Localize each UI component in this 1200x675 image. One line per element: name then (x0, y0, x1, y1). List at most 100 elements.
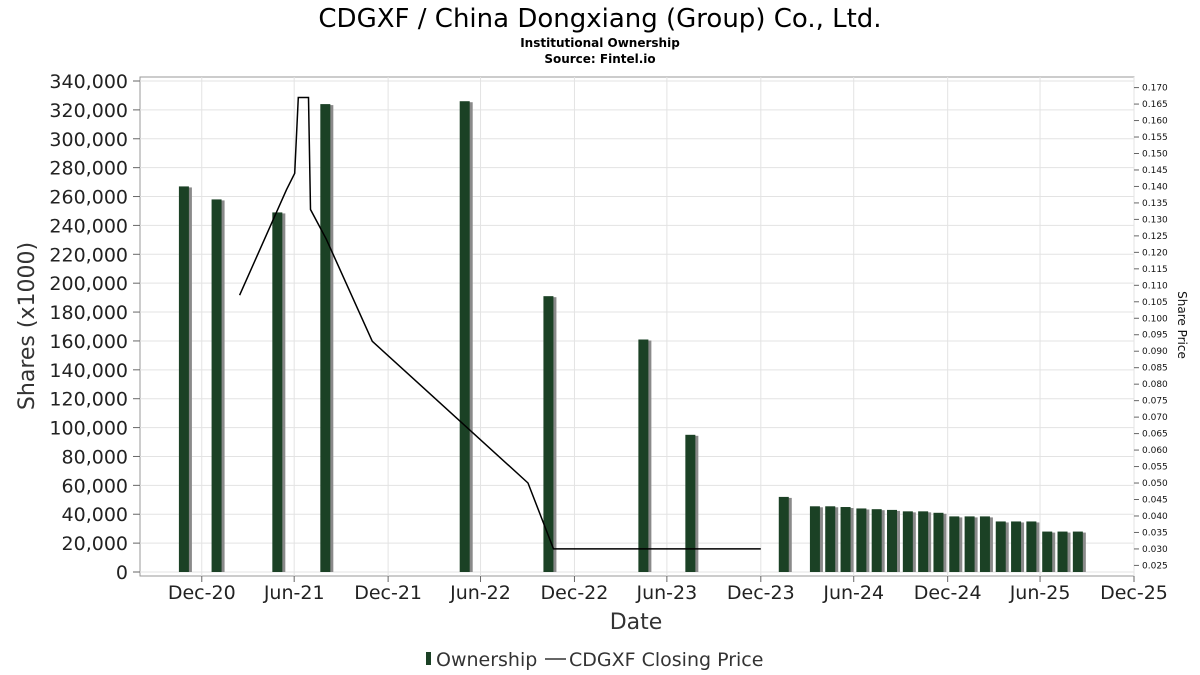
legend-ownership-label: Ownership (436, 649, 537, 671)
y2-tick-label: 0.070 (1142, 413, 1168, 423)
y2-tick-label: 0.030 (1142, 545, 1168, 555)
y-tick-label: 0 (116, 562, 128, 584)
ownership-bar (178, 186, 189, 572)
ownership-bar (1011, 521, 1022, 572)
y2-tick-label: 0.065 (1142, 430, 1168, 440)
ownership-bar (543, 296, 554, 572)
y-tick-label: 80,000 (62, 446, 128, 468)
ownership-bar (840, 507, 851, 572)
x-tick-label: Dec-20 (168, 582, 236, 604)
y2-tick-label: 0.045 (1142, 496, 1168, 506)
chart-subtitle: Institutional Ownership (520, 36, 680, 50)
y2-tick-label: 0.085 (1142, 364, 1168, 374)
ownership-bar (979, 516, 990, 572)
ownership-bar (995, 521, 1006, 572)
x-tick-label: Dec-21 (354, 582, 422, 604)
y-tick-label: 280,000 (49, 158, 128, 180)
y-tick-label: 100,000 (49, 418, 128, 440)
ownership-bar (459, 101, 470, 572)
ownership-bar (918, 511, 929, 572)
x-tick-label: Jun-22 (449, 582, 511, 604)
ownership-bar (964, 516, 975, 572)
y2-tick-label: 0.060 (1142, 446, 1168, 456)
y2-tick-label: 0.050 (1142, 479, 1168, 489)
y-tick-label: 140,000 (49, 360, 128, 382)
x-tick-label: Jun-21 (263, 582, 325, 604)
ownership-bar (320, 104, 331, 572)
ownership-bar (778, 496, 789, 572)
y2-tick-label: 0.040 (1142, 512, 1168, 522)
y2-tick-label: 0.165 (1142, 100, 1168, 110)
x-tick-label: Jun-23 (635, 582, 697, 604)
x-tick-label: Dec-22 (541, 582, 609, 604)
ownership-bar (1042, 531, 1053, 572)
y-tick-label: 240,000 (49, 215, 128, 237)
x-tick-label: Jun-25 (1009, 582, 1071, 604)
y2-axis-label: Share Price (1175, 291, 1189, 359)
y-axis-label: Shares (x1000) (15, 242, 40, 410)
price-line (238, 96, 761, 550)
legend: Ownership CDGXF Closing Price (426, 649, 763, 671)
ownership-bar (933, 512, 944, 572)
y-tick-label: 260,000 (49, 187, 128, 209)
y2-tick-label: 0.105 (1142, 298, 1168, 308)
ownership-bars (178, 101, 1086, 572)
legend-price-label: CDGXF Closing Price (569, 649, 763, 671)
y2-tick-label: 0.035 (1142, 528, 1168, 538)
ownership-bar (902, 511, 913, 572)
price-line-group (238, 96, 761, 550)
plot-area (139, 76, 1135, 577)
x-axis-label: Date (610, 610, 663, 635)
ownership-bar (809, 506, 820, 572)
y-tick-label: 20,000 (62, 533, 128, 555)
ownership-bar (871, 509, 882, 572)
y-tick-label: 60,000 (62, 475, 128, 497)
ownership-bar (638, 339, 649, 572)
y2-tick-label: 0.080 (1142, 380, 1168, 390)
y2-tick-label: 0.150 (1142, 149, 1168, 159)
y2-tick-label: 0.145 (1142, 166, 1168, 176)
y-axis-ticks: 0 20,000 40,000 60,000 80,000 100,000 120,000 1… (49, 71, 140, 584)
y2-tick-label: 0.125 (1142, 232, 1168, 242)
y2-tick-label: 0.055 (1142, 463, 1168, 473)
ownership-bar (1057, 531, 1068, 572)
y-tick-label: 120,000 (49, 389, 128, 411)
ownership-bar (856, 508, 867, 572)
y2-tick-label: 0.155 (1142, 133, 1168, 143)
y-tick-label: 220,000 (49, 244, 128, 266)
y2-axis-ticks: 0.025 0.030 0.035 0.040 0.045 0.050 0.055 0.060… (1134, 84, 1168, 571)
y2-tick-label: 0.075 (1142, 397, 1168, 407)
y2-tick-label: 0.100 (1142, 314, 1168, 324)
y2-tick-label: 0.120 (1142, 248, 1168, 258)
y-tick-label: 180,000 (49, 302, 128, 324)
y2-tick-label: 0.160 (1142, 117, 1168, 127)
grid-lines (140, 77, 1135, 576)
ownership-bar (211, 199, 222, 572)
chart-title: CDGXF / China Dongxiang (Group) Co., Ltd… (318, 4, 881, 34)
y2-tick-label: 0.140 (1142, 182, 1168, 192)
x-axis-ticks: Dec-20 Jun-21 Dec-21 Jun-22 Dec-22 Jun-23 Dec-… (168, 576, 1168, 604)
y2-tick-label: 0.095 (1142, 331, 1168, 341)
ownership-bar (825, 506, 836, 572)
y-tick-label: 300,000 (49, 129, 128, 151)
x-tick-label: Dec-25 (1100, 582, 1168, 604)
chart-source: Source: Fintel.io (544, 52, 655, 66)
y2-tick-label: 0.130 (1142, 215, 1168, 225)
x-tick-label: Dec-24 (914, 582, 982, 604)
y-tick-label: 340,000 (49, 71, 128, 93)
y-tick-label: 160,000 (49, 331, 128, 353)
ownership-bar (1072, 531, 1083, 572)
ownership-bar (685, 434, 696, 572)
ownership-bar (949, 516, 960, 572)
y2-tick-label: 0.170 (1142, 84, 1168, 94)
y2-tick-label: 0.025 (1142, 561, 1168, 571)
ownership-bar (1026, 521, 1037, 572)
y2-tick-label: 0.090 (1142, 347, 1168, 357)
x-tick-label: Dec-23 (727, 582, 795, 604)
ownership-bar (887, 509, 898, 572)
legend-ownership-swatch (426, 652, 431, 665)
ownership-bar (272, 212, 283, 572)
x-tick-label: Jun-24 (822, 582, 884, 604)
y2-tick-label: 0.135 (1142, 199, 1168, 209)
